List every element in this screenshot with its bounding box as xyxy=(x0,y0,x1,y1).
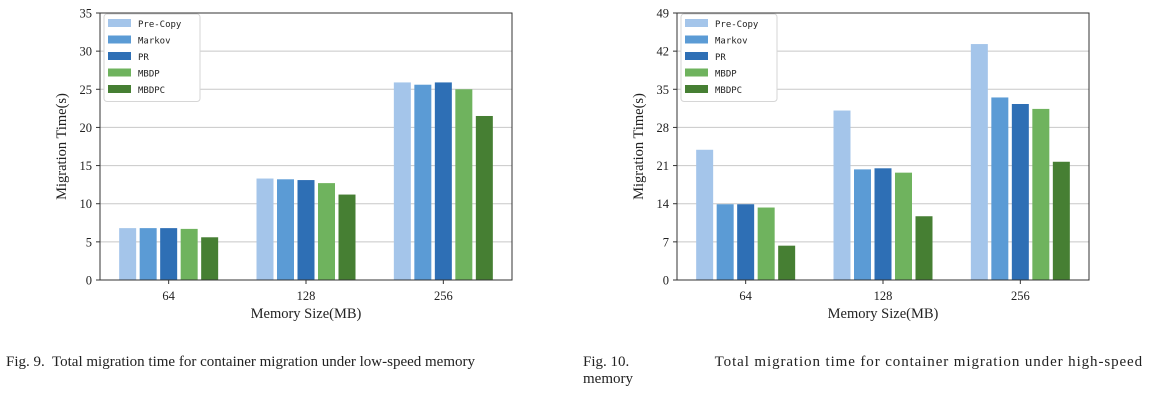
x-tick-label: 256 xyxy=(1011,289,1030,303)
bar-markov-256 xyxy=(414,84,432,280)
legend-label: Pre-Copy xyxy=(138,20,182,30)
y-tick-label: 15 xyxy=(80,159,93,173)
bar-pr-128 xyxy=(874,168,892,280)
bar-mbdpc-256 xyxy=(1052,161,1070,280)
bar-mbdp-256 xyxy=(1032,108,1050,280)
bar-pre-copy-128 xyxy=(256,178,274,280)
bar-markov-128 xyxy=(854,169,871,280)
y-tick-label: 21 xyxy=(657,159,670,173)
bar-mbdp-64 xyxy=(180,228,198,280)
bar-markov-128 xyxy=(277,179,294,280)
x-tick-label: 64 xyxy=(162,289,175,303)
x-tick-label: 64 xyxy=(739,289,752,303)
bar-markov-64 xyxy=(716,204,734,280)
caption-fig10: Fig. 10. Total migration time for contai… xyxy=(583,354,1143,388)
y-tick-label: 5 xyxy=(86,235,92,249)
bar-markov-256 xyxy=(991,97,1009,280)
bar-mbdpc-128 xyxy=(338,194,356,280)
x-axis-title: Memory Size(MB) xyxy=(828,306,939,322)
figure-canvas: 0 5 10 15 20 25 30 35 64 128 256 Memory Size(MB) Mig… xyxy=(54,7,1090,322)
legend: Pre-Copy Markov PR MBDP MBDPC xyxy=(103,13,201,102)
legend-swatch xyxy=(685,52,708,60)
bar-pre-copy-64 xyxy=(696,149,714,280)
legend-swatch xyxy=(685,35,708,44)
y-tick-label: 10 xyxy=(80,197,93,211)
legend-label: Pre-Copy xyxy=(715,20,759,30)
bar-pre-copy-128 xyxy=(833,110,851,280)
legend-swatch xyxy=(108,85,131,93)
caption-fig10-text: Total migration time for container migra… xyxy=(714,354,1143,370)
y-tick-label: 20 xyxy=(80,121,93,135)
x-tick-label: 128 xyxy=(297,289,316,303)
legend-label: Markov xyxy=(715,37,748,47)
legend: Pre-Copy Markov PR MBDP MBDPC xyxy=(680,13,778,102)
y-tick-label: 0 xyxy=(663,274,669,288)
caption-fig9: Fig. 9. Total migration time for contain… xyxy=(6,354,576,371)
bar-mbdp-128 xyxy=(318,183,335,280)
caption-fig10-text-cont: memory xyxy=(583,371,633,387)
y-tick-label: 49 xyxy=(657,7,670,21)
legend-label: PR xyxy=(138,53,149,63)
y-tick-label: 30 xyxy=(80,45,93,59)
y-axis-title: Migration Time(s) xyxy=(631,93,647,200)
y-tick-label: 28 xyxy=(657,121,670,135)
legend-label: MBDP xyxy=(715,70,737,80)
bar-mbdpc-128 xyxy=(915,216,933,280)
bar-pr-256 xyxy=(1011,103,1029,280)
bar-pr-128 xyxy=(297,180,315,280)
chart-1: 0 5 10 15 20 25 30 35 64 128 256 Memory Size(MB) Mig… xyxy=(54,7,513,322)
caption-fig9-label: Fig. 9. xyxy=(6,354,45,370)
x-tick-label: 128 xyxy=(874,289,893,303)
y-tick-label: 35 xyxy=(80,7,93,21)
bar-mbdpc-64 xyxy=(201,237,219,280)
y-tick-label: 7 xyxy=(663,235,669,249)
legend-label: MBDP xyxy=(138,70,160,80)
y-tick-label: 42 xyxy=(657,45,670,59)
x-axis-title: Memory Size(MB) xyxy=(251,306,362,322)
legend-swatch xyxy=(108,68,131,77)
legend-label: MBDPC xyxy=(138,86,165,96)
bar-pre-copy-256 xyxy=(970,44,988,280)
caption-fig10-label: Fig. 10. xyxy=(583,354,630,370)
bar-mbdpc-64 xyxy=(778,245,796,280)
y-tick-label: 0 xyxy=(86,274,92,288)
bar-mbdp-128 xyxy=(895,172,912,280)
legend-swatch xyxy=(108,35,131,44)
bar-pr-64 xyxy=(737,204,755,280)
legend-label: PR xyxy=(715,53,726,63)
y-tick-label: 25 xyxy=(80,83,93,97)
legend-label: MBDPC xyxy=(715,86,742,96)
bar-mbdp-64 xyxy=(757,207,775,280)
bar-pr-256 xyxy=(434,82,452,280)
bar-pre-copy-64 xyxy=(119,228,137,280)
legend-swatch xyxy=(108,52,131,60)
legend-swatch xyxy=(108,19,131,27)
y-tick-label: 14 xyxy=(657,197,670,211)
bar-mbdpc-256 xyxy=(475,115,493,280)
bar-pre-copy-256 xyxy=(393,82,411,280)
x-tick-label: 256 xyxy=(434,289,453,303)
legend-swatch xyxy=(685,19,708,27)
legend-label: Markov xyxy=(138,37,171,47)
plot-frame xyxy=(99,12,513,281)
y-axis-title: Migration Time(s) xyxy=(54,93,70,200)
bar-pr-64 xyxy=(160,228,178,280)
plot-frame xyxy=(676,12,1090,281)
bar-mbdp-256 xyxy=(455,89,473,281)
chart-2: 0 7 14 21 28 35 42 49 64 128 256 Memory Size(MB) Mig… xyxy=(631,7,1090,322)
y-tick-label: 35 xyxy=(657,83,670,97)
bar-markov-64 xyxy=(139,228,157,280)
legend-swatch xyxy=(685,68,708,77)
caption-fig9-text: Total migration time for container migra… xyxy=(52,354,475,370)
legend-swatch xyxy=(685,85,708,93)
